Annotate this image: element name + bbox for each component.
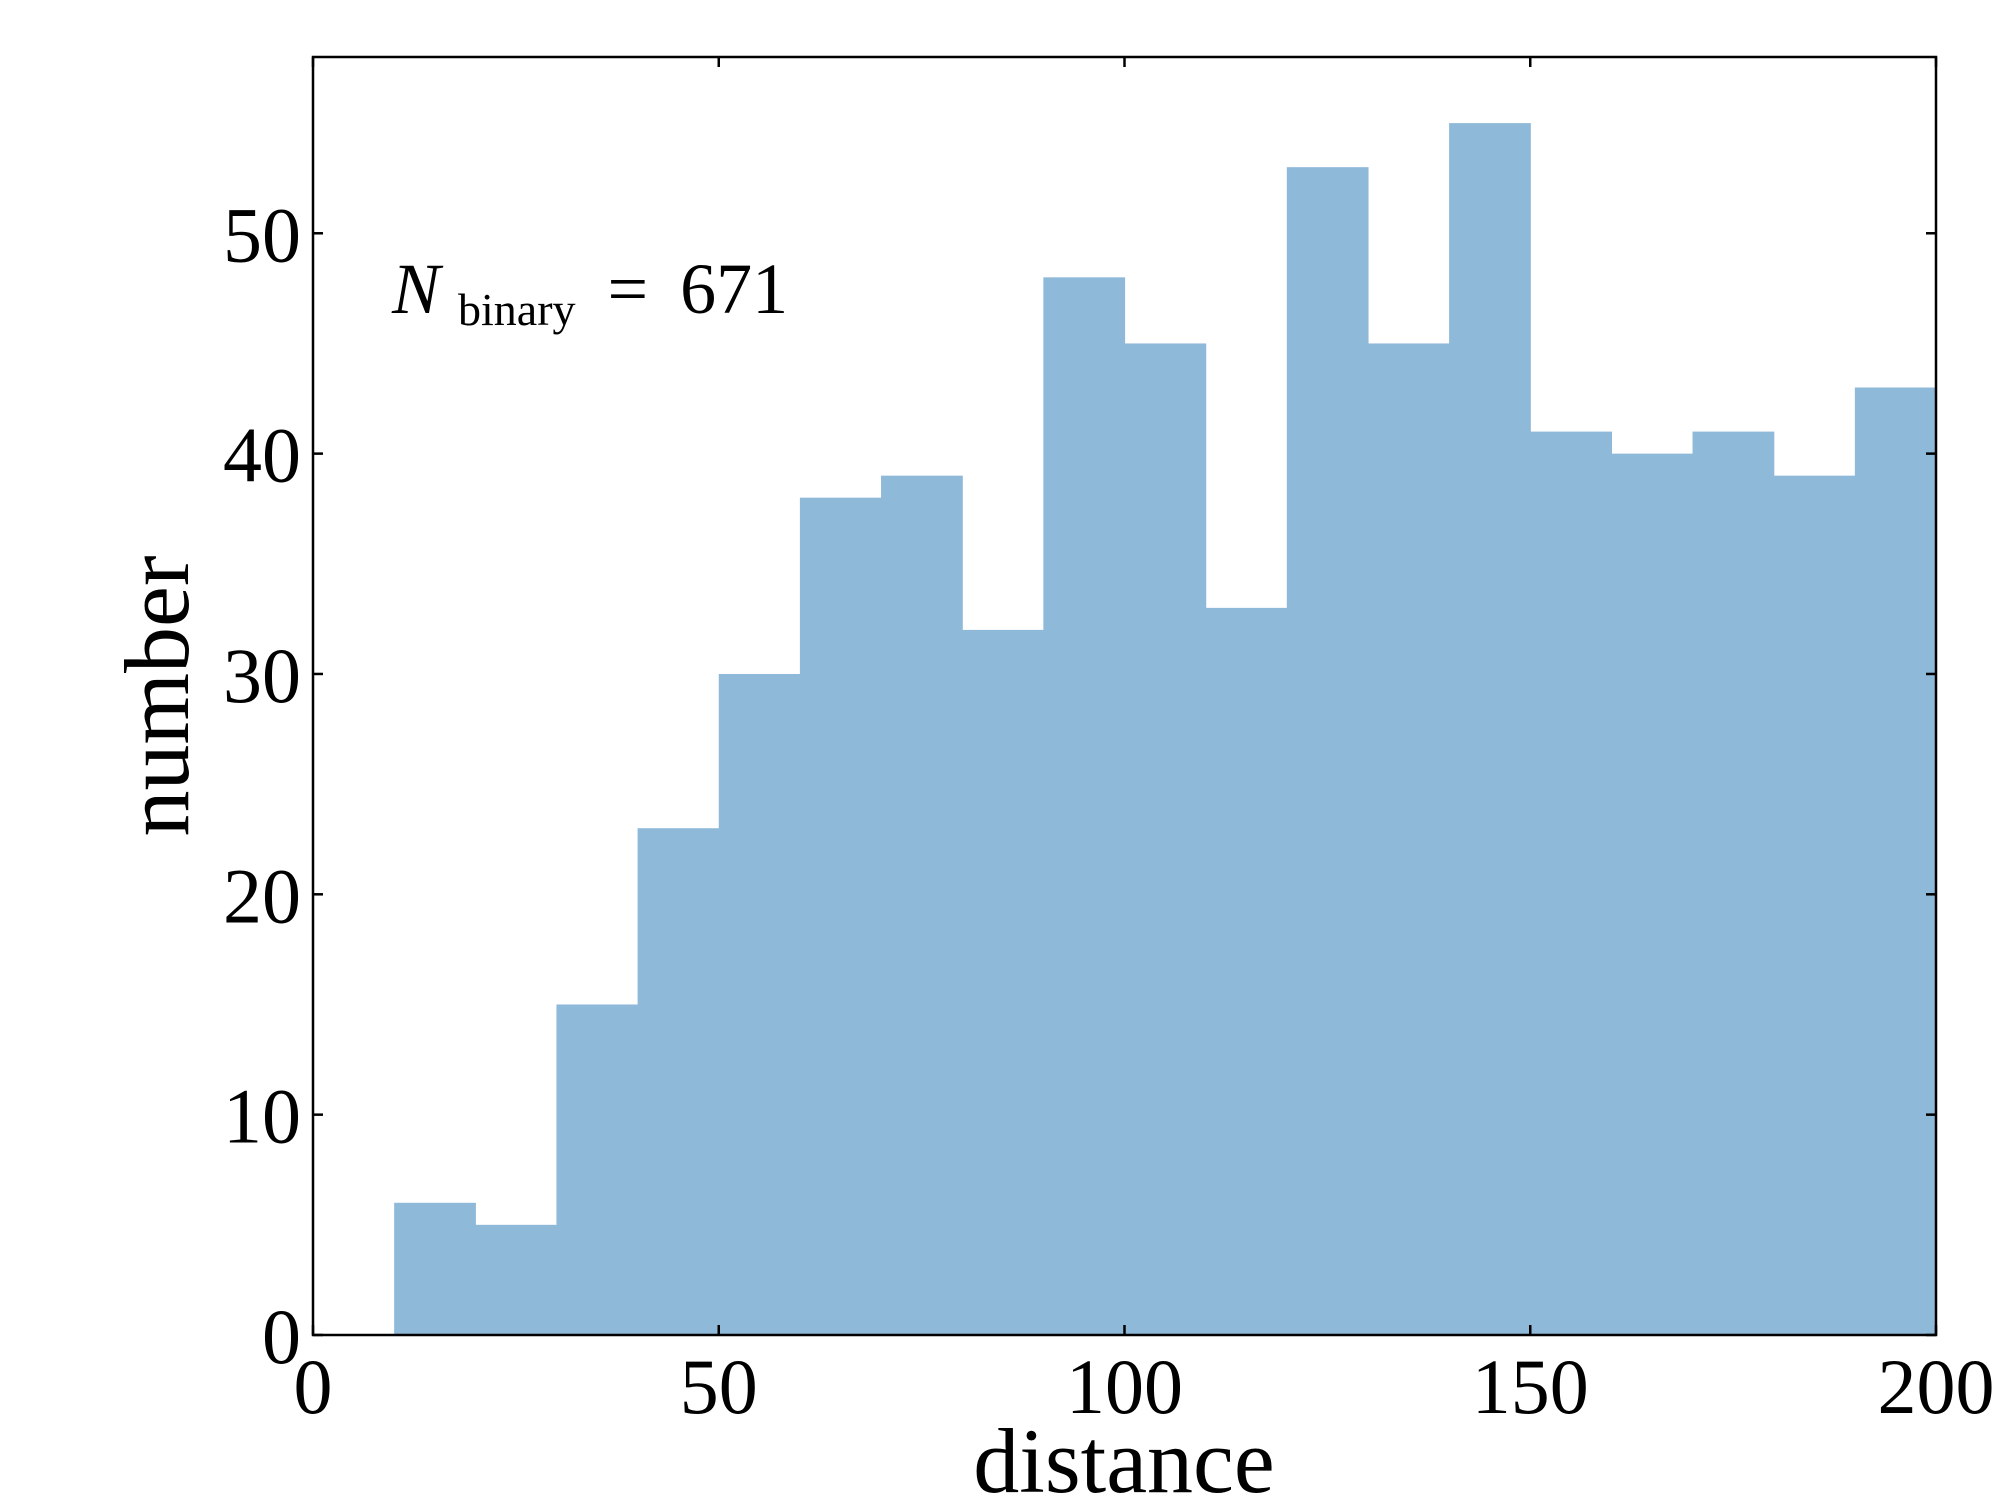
- histogram-bar: [556, 1004, 639, 1335]
- histogram-bar: [637, 828, 720, 1335]
- y-axis-label: number: [106, 555, 208, 836]
- histogram-bar: [881, 475, 963, 1335]
- annotation-symbol: N: [391, 249, 444, 329]
- histogram-bar: [1205, 607, 1288, 1335]
- x-tick-label: 100: [1066, 1343, 1183, 1430]
- annotation-subscript: binary: [458, 284, 576, 335]
- y-tick-label: 20: [223, 852, 301, 939]
- annotation-equals: =: [608, 249, 649, 329]
- y-tick-label: 0: [262, 1293, 301, 1380]
- n-binary-annotation: N binary = 671: [391, 249, 788, 341]
- histogram-bar: [1611, 453, 1694, 1335]
- histogram-bar: [1367, 343, 1450, 1335]
- histogram-bar: [1773, 475, 1856, 1335]
- histogram-bar: [475, 1224, 558, 1335]
- histogram-bar: [799, 497, 882, 1335]
- y-tick-label: 10: [223, 1073, 301, 1160]
- y-tick-label: 30: [223, 632, 301, 719]
- x-tick-label: 0: [294, 1343, 333, 1430]
- histogram-bar: [1286, 167, 1369, 1335]
- histogram-bar: [718, 673, 801, 1335]
- histogram-bar: [962, 629, 1044, 1335]
- x-tick-label: 200: [1878, 1343, 1995, 1430]
- bars-layer: [394, 123, 1937, 1336]
- x-tick-label: 150: [1472, 1343, 1589, 1430]
- histogram-bar: [1043, 277, 1126, 1336]
- histogram-bar: [1124, 343, 1207, 1335]
- x-axis-label: distance: [973, 1410, 1274, 1500]
- labels-layer: 0 50 100 150 200 0 10 20 30 40 50: [223, 191, 1995, 1430]
- histogram-bar: [394, 1202, 476, 1335]
- plot-frame: [311, 55, 1938, 1337]
- histogram-bar: [1692, 431, 1775, 1336]
- annotation-value: 671: [680, 249, 788, 329]
- histogram-bar: [1449, 123, 1531, 1336]
- x-tick-label: 50: [680, 1343, 758, 1430]
- y-tick-label: 50: [223, 191, 301, 278]
- histogram-bar: [1530, 431, 1612, 1336]
- histogram-bar: [1854, 387, 1937, 1335]
- y-tick-label: 40: [223, 412, 301, 499]
